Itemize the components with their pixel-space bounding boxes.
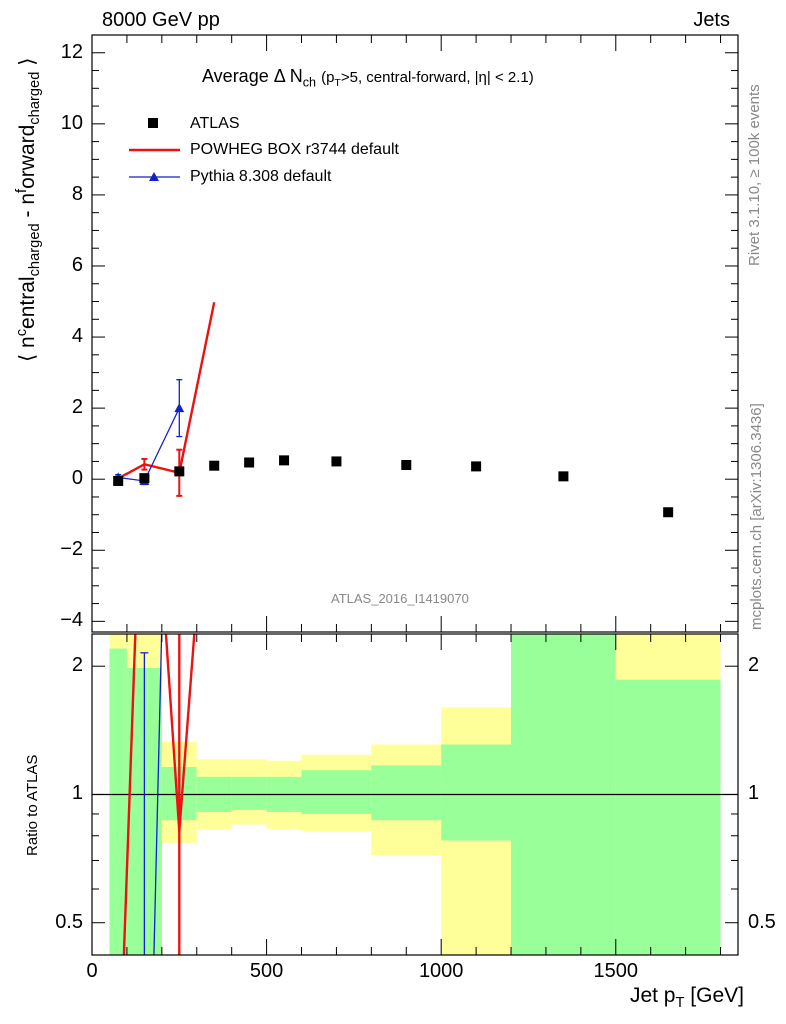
band-stat xyxy=(109,648,127,955)
y-tick-label: −2 xyxy=(60,538,83,561)
marker-atlas xyxy=(244,457,255,468)
legend-marker-pythia xyxy=(149,172,159,181)
ratio-y-tick-label-right: 0.5 xyxy=(748,910,776,933)
marker-atlas xyxy=(139,473,150,484)
rivet-label: Rivet 3.1.10, ≥ 100k events xyxy=(746,84,763,266)
legend-marks xyxy=(129,118,180,181)
marker-atlas xyxy=(113,475,124,486)
energy-label: 8000 GeV pp xyxy=(102,9,220,31)
mcplots-label: mcplots.cern.ch [arXiv:1306.3436] xyxy=(748,403,765,630)
ratio-y-tick-label: 0.5 xyxy=(55,910,83,933)
line-powheg xyxy=(117,301,216,480)
legend-entry-atlas: ATLAS xyxy=(190,115,240,132)
analysis-label: ATLAS_2016_I1419070 xyxy=(331,591,469,606)
ratio-line-powheg xyxy=(122,634,196,955)
band-stat xyxy=(371,765,442,821)
legend-marker-atlas xyxy=(148,118,158,128)
main-y-axis-label: ⟨ ncentralcharged - nforwardcharged ⟩ xyxy=(14,57,44,362)
x-tick-label: 500 xyxy=(249,960,284,982)
legend-entry-pythia: Pythia 8.308 default xyxy=(190,168,332,185)
axis-ticks xyxy=(91,35,738,955)
marker-atlas xyxy=(209,460,220,471)
category-label: Jets xyxy=(693,9,730,31)
x-tick-label: 0 xyxy=(86,960,98,982)
ratio-y-axis-label: Ratio to ATLAS xyxy=(24,754,41,856)
marker-atlas xyxy=(331,456,342,467)
x-tick-label: 1000 xyxy=(418,960,464,982)
ratio-y-tick-label: 2 xyxy=(71,654,83,677)
x-axis-label: Jet pT [GeV] xyxy=(629,984,744,1012)
main-plot-frame xyxy=(91,34,739,633)
y-tick-label: 6 xyxy=(71,253,83,276)
marker-atlas xyxy=(279,455,290,466)
y-tick-label: 10 xyxy=(60,111,83,134)
marker-atlas xyxy=(401,459,412,470)
legend-entry-powheg: POWHEG BOX r3744 default xyxy=(190,141,399,158)
band-stat xyxy=(301,770,372,814)
x-tick-label: 1500 xyxy=(593,960,639,982)
y-tick-label: −4 xyxy=(60,609,83,632)
marker-atlas xyxy=(174,466,185,477)
y-tick-label: 0 xyxy=(71,467,83,490)
band-stat xyxy=(231,776,267,810)
band-stat xyxy=(441,744,512,841)
ratio-y-tick-label-right: 1 xyxy=(748,782,760,805)
y-tick-label: 4 xyxy=(71,325,83,348)
marker-pythia xyxy=(174,403,185,413)
ratio-uncertainty-bands xyxy=(109,634,721,955)
chart-title: Average Δ Nch (pT>5, central-forward, |η… xyxy=(202,66,534,90)
y-tick-label: 2 xyxy=(71,396,83,419)
ratio-lines xyxy=(92,634,738,955)
band-stat xyxy=(615,679,721,955)
main-plot-marks xyxy=(113,301,674,518)
ratio-line-pythia xyxy=(153,634,163,955)
ratio-y-tick-label-right: 2 xyxy=(748,654,760,677)
band-stat xyxy=(511,634,616,955)
marker-atlas xyxy=(558,471,569,482)
y-tick-label: 12 xyxy=(60,40,83,63)
marker-atlas xyxy=(663,507,674,518)
y-tick-label: 8 xyxy=(71,182,83,205)
ratio-y-tick-label: 1 xyxy=(71,782,83,805)
marker-atlas xyxy=(471,461,482,472)
